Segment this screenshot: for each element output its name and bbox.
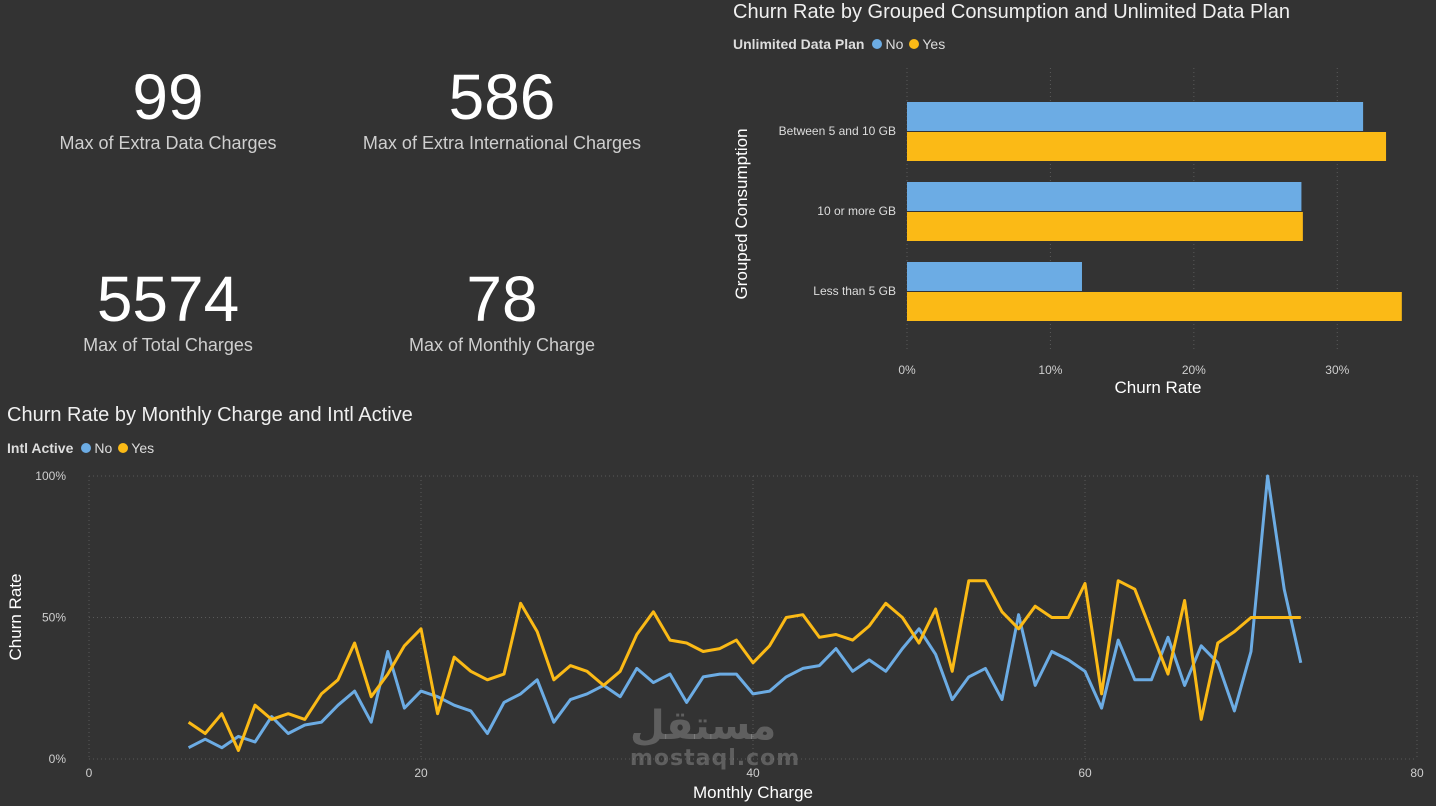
watermark-latin: mostaql.com: [630, 746, 801, 771]
y-category-label: Between 5 and 10 GB: [779, 124, 896, 138]
kpi-value: 586: [448, 61, 556, 133]
x-axis-label: Monthly Charge: [693, 783, 813, 802]
kpi-label: Max of Total Charges: [83, 335, 253, 355]
x-tick-label: 60: [1078, 766, 1092, 780]
x-tick-label: 20%: [1182, 363, 1206, 377]
legend-label: No: [94, 440, 113, 456]
kpi-label: Max of Extra Data Charges: [59, 133, 277, 153]
kpi-value: 5574: [96, 263, 240, 335]
line-chart-title: Churn Rate by Monthly Charge and Intl Ac…: [7, 404, 413, 426]
x-tick-label: 10%: [1038, 363, 1062, 377]
bar-chart[interactable]: 0% 10% 20% 30% Between 5 and 10 GB 10 or more…: [726, 60, 1436, 400]
legend-label: Yes: [131, 440, 155, 456]
x-tick-label: 80: [1410, 766, 1424, 780]
line-series-yes: [187, 579, 1301, 752]
x-tick-label: 40: [746, 766, 760, 780]
x-tick-label: 20: [414, 766, 428, 780]
x-tick-label: 0%: [898, 363, 916, 377]
legend-title: Unlimited Data Plan: [733, 36, 865, 52]
kpi-card-extra-international: 586 Max of Extra International Charges: [337, 65, 667, 154]
bar-chart-title: Churn Rate by Grouped Consumption and Un…: [733, 1, 1290, 23]
kpi-card-total-charges: 5574 Max of Total Charges: [3, 267, 333, 356]
legend-item-yes[interactable]: Yes: [909, 36, 945, 52]
bar-no: [907, 102, 1364, 131]
watermark-arabic: مستقل: [630, 703, 777, 749]
legend-dot-icon: [81, 443, 92, 453]
legend-dot-icon: [118, 443, 129, 453]
kpi-value: 99: [132, 61, 204, 133]
y-tick-label: 0%: [49, 752, 67, 766]
legend-title: Intl Active: [7, 440, 74, 456]
y-tick-label: 50%: [42, 611, 66, 625]
watermark-logo: مستقل mostaql.com: [630, 706, 800, 771]
kpi-label: Max of Monthly Charge: [408, 335, 596, 355]
legend-item-no[interactable]: No: [872, 36, 903, 52]
y-axis-label: Churn Rate: [6, 574, 25, 661]
y-category-label: Less than 5 GB: [813, 284, 896, 298]
bar-yes: [907, 212, 1303, 241]
kpi-card-monthly-charge: 78 Max of Monthly Charge: [337, 267, 667, 356]
kpi-label: Max of Extra International Charges: [362, 133, 642, 153]
x-tick-label: 0: [86, 766, 93, 780]
bar-no: [907, 262, 1082, 291]
legend-item-yes[interactable]: Yes: [118, 440, 154, 456]
x-axis-label: Churn Rate: [1115, 378, 1202, 397]
legend-label: Yes: [922, 36, 946, 52]
legend-label: No: [885, 36, 904, 52]
y-tick-label: 100%: [35, 469, 66, 483]
y-category-label: 10 or more GB: [817, 204, 896, 218]
legend-dot-icon: [909, 39, 920, 49]
bar-yes: [907, 292, 1402, 321]
bar-no: [907, 182, 1302, 211]
line-chart-legend[interactable]: Intl Active No Yes: [7, 440, 160, 456]
bar-yes: [907, 132, 1387, 161]
kpi-card-extra-data: 99 Max of Extra Data Charges: [3, 65, 333, 154]
legend-item-no[interactable]: No: [81, 440, 112, 456]
line-series-no: [187, 474, 1303, 750]
x-tick-label: 30%: [1325, 363, 1349, 377]
line-chart[interactable]: 0% 50% 100% 0 20 40 60 80 Monthly Charge Churn Ra…: [0, 466, 1436, 806]
bar-chart-legend[interactable]: Unlimited Data Plan No Yes: [733, 36, 951, 52]
kpi-value: 78: [466, 263, 538, 335]
legend-dot-icon: [872, 39, 883, 49]
y-axis-label: Grouped Consumption: [732, 128, 751, 299]
